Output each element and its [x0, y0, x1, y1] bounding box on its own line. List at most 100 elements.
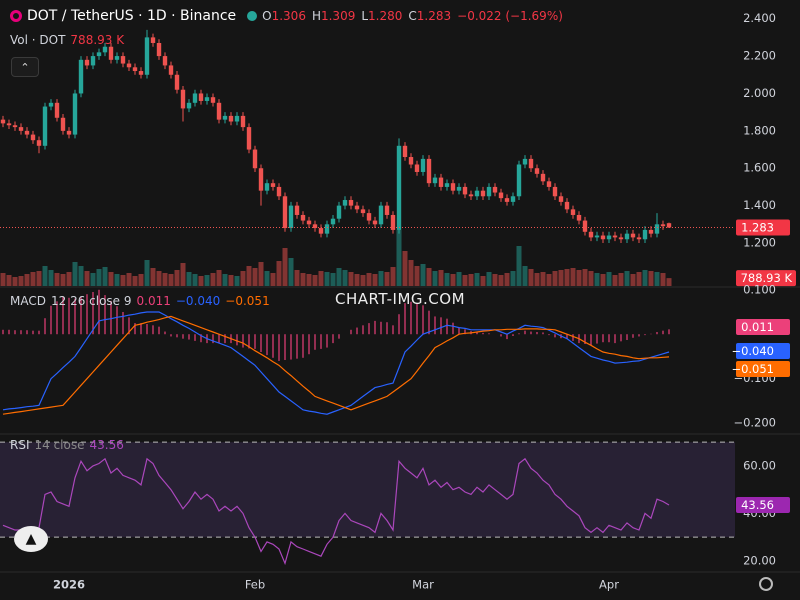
settings-icon[interactable] — [759, 577, 773, 591]
ohlc-value: 1.309 — [320, 9, 356, 23]
candle-body — [372, 220, 378, 225]
candle-body — [144, 37, 150, 75]
volume-bar — [570, 268, 576, 286]
volume-bar — [6, 275, 12, 286]
volume-bar — [558, 270, 564, 286]
volume-bar — [282, 248, 288, 286]
volume-bar — [216, 270, 222, 286]
candle-body — [450, 183, 456, 191]
volume-bar — [36, 271, 42, 286]
volume-bar — [252, 268, 258, 286]
candle-body — [546, 181, 552, 187]
candle-body — [540, 173, 546, 182]
y-tick-label: 1.600 — [743, 161, 776, 175]
candle-body — [426, 158, 432, 184]
volume-bar — [654, 272, 660, 286]
volume-bar — [546, 274, 552, 286]
volume-bar — [588, 271, 594, 286]
y-tick-label: 1.400 — [743, 198, 776, 212]
candle-body — [366, 213, 372, 221]
candle-body — [24, 130, 30, 135]
volume-bar — [606, 272, 612, 286]
volume-bar — [174, 270, 180, 286]
candle-body — [630, 233, 636, 238]
candle-body — [402, 145, 408, 158]
volume-bar — [444, 273, 450, 286]
candle-body — [114, 56, 120, 60]
y-tick-label: 2.000 — [743, 86, 776, 100]
volume-value: 788.93 K — [70, 33, 125, 47]
ohlc-value: 1.283 — [416, 9, 452, 23]
macd-header: MACD 12 26 close 9 0.011 −0.040 −0.051 — [10, 294, 270, 308]
candle-body — [636, 237, 642, 240]
volume-bar — [618, 273, 624, 286]
macd-value-label-box — [736, 319, 790, 335]
volume-bar — [342, 270, 348, 286]
macd-value-label-box — [736, 343, 790, 359]
volume-bar — [612, 275, 618, 286]
volume-bar — [0, 273, 6, 286]
candle-body — [282, 196, 288, 229]
volume-bar — [90, 273, 96, 286]
volume-title: Vol · DOT — [10, 33, 66, 47]
candle-body — [84, 59, 90, 66]
candle-body — [294, 205, 300, 215]
volume-bar — [426, 268, 432, 286]
candle-body — [576, 214, 582, 221]
volume-bar — [336, 268, 342, 286]
candle-body — [516, 164, 522, 197]
volume-bar — [66, 272, 72, 286]
volume-bar — [378, 271, 384, 286]
candle-body — [66, 130, 72, 135]
candle-body — [342, 200, 348, 206]
candle-body — [18, 127, 24, 131]
candle-body — [192, 93, 198, 103]
volume-bar — [420, 264, 426, 286]
volume-bar — [492, 274, 498, 286]
candle-body — [162, 56, 168, 66]
y-tick-label: 60.00 — [743, 458, 776, 472]
candle-body — [306, 220, 312, 225]
rsi-value-label-box — [736, 496, 790, 513]
volume-bar — [600, 274, 606, 286]
volume-bar — [354, 274, 360, 286]
ohlc-key: O — [262, 9, 272, 23]
collapse-button[interactable]: ⌃ — [11, 57, 39, 77]
last-price-label-box — [736, 219, 790, 236]
volume-bar — [630, 274, 636, 286]
volume-bar — [540, 272, 546, 286]
volume-bar — [366, 273, 372, 286]
candle-body — [186, 102, 192, 109]
x-tick-label: Feb — [245, 578, 265, 592]
candle-body — [600, 235, 606, 240]
rsi-value-label: 43.56 — [741, 498, 774, 512]
candle-body — [384, 205, 390, 215]
volume-bar — [108, 272, 114, 286]
candle-body — [72, 93, 78, 135]
volume-bar — [150, 268, 156, 286]
volume-bar — [192, 274, 198, 286]
volume-bar — [234, 276, 240, 286]
volume-bar — [396, 230, 402, 286]
volume-bar — [300, 273, 306, 286]
volume-bar — [510, 271, 516, 286]
candle-body — [330, 218, 336, 225]
volume-bar — [534, 273, 540, 286]
y-tick-label: 0.100 — [743, 282, 776, 296]
candle-body — [468, 194, 474, 197]
candle-body — [654, 224, 660, 234]
candle-body — [54, 102, 60, 118]
ohlc-key: L — [361, 9, 369, 23]
volume-bar — [324, 272, 330, 286]
candle-body — [216, 102, 222, 120]
macd-line — [2, 315, 670, 415]
macd-signal-value: −0.051 — [225, 294, 270, 308]
volume-bar — [18, 276, 24, 286]
volume-bar — [474, 273, 480, 286]
volume-bar — [576, 270, 582, 286]
volume-bar — [564, 269, 570, 286]
volume-bar — [96, 269, 102, 286]
volume-bar — [468, 274, 474, 286]
candle-body — [504, 198, 510, 202]
